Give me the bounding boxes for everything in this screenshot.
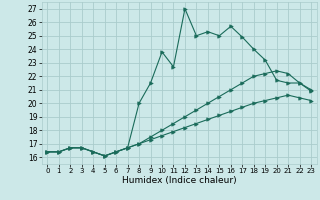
X-axis label: Humidex (Indice chaleur): Humidex (Indice chaleur): [122, 176, 236, 185]
